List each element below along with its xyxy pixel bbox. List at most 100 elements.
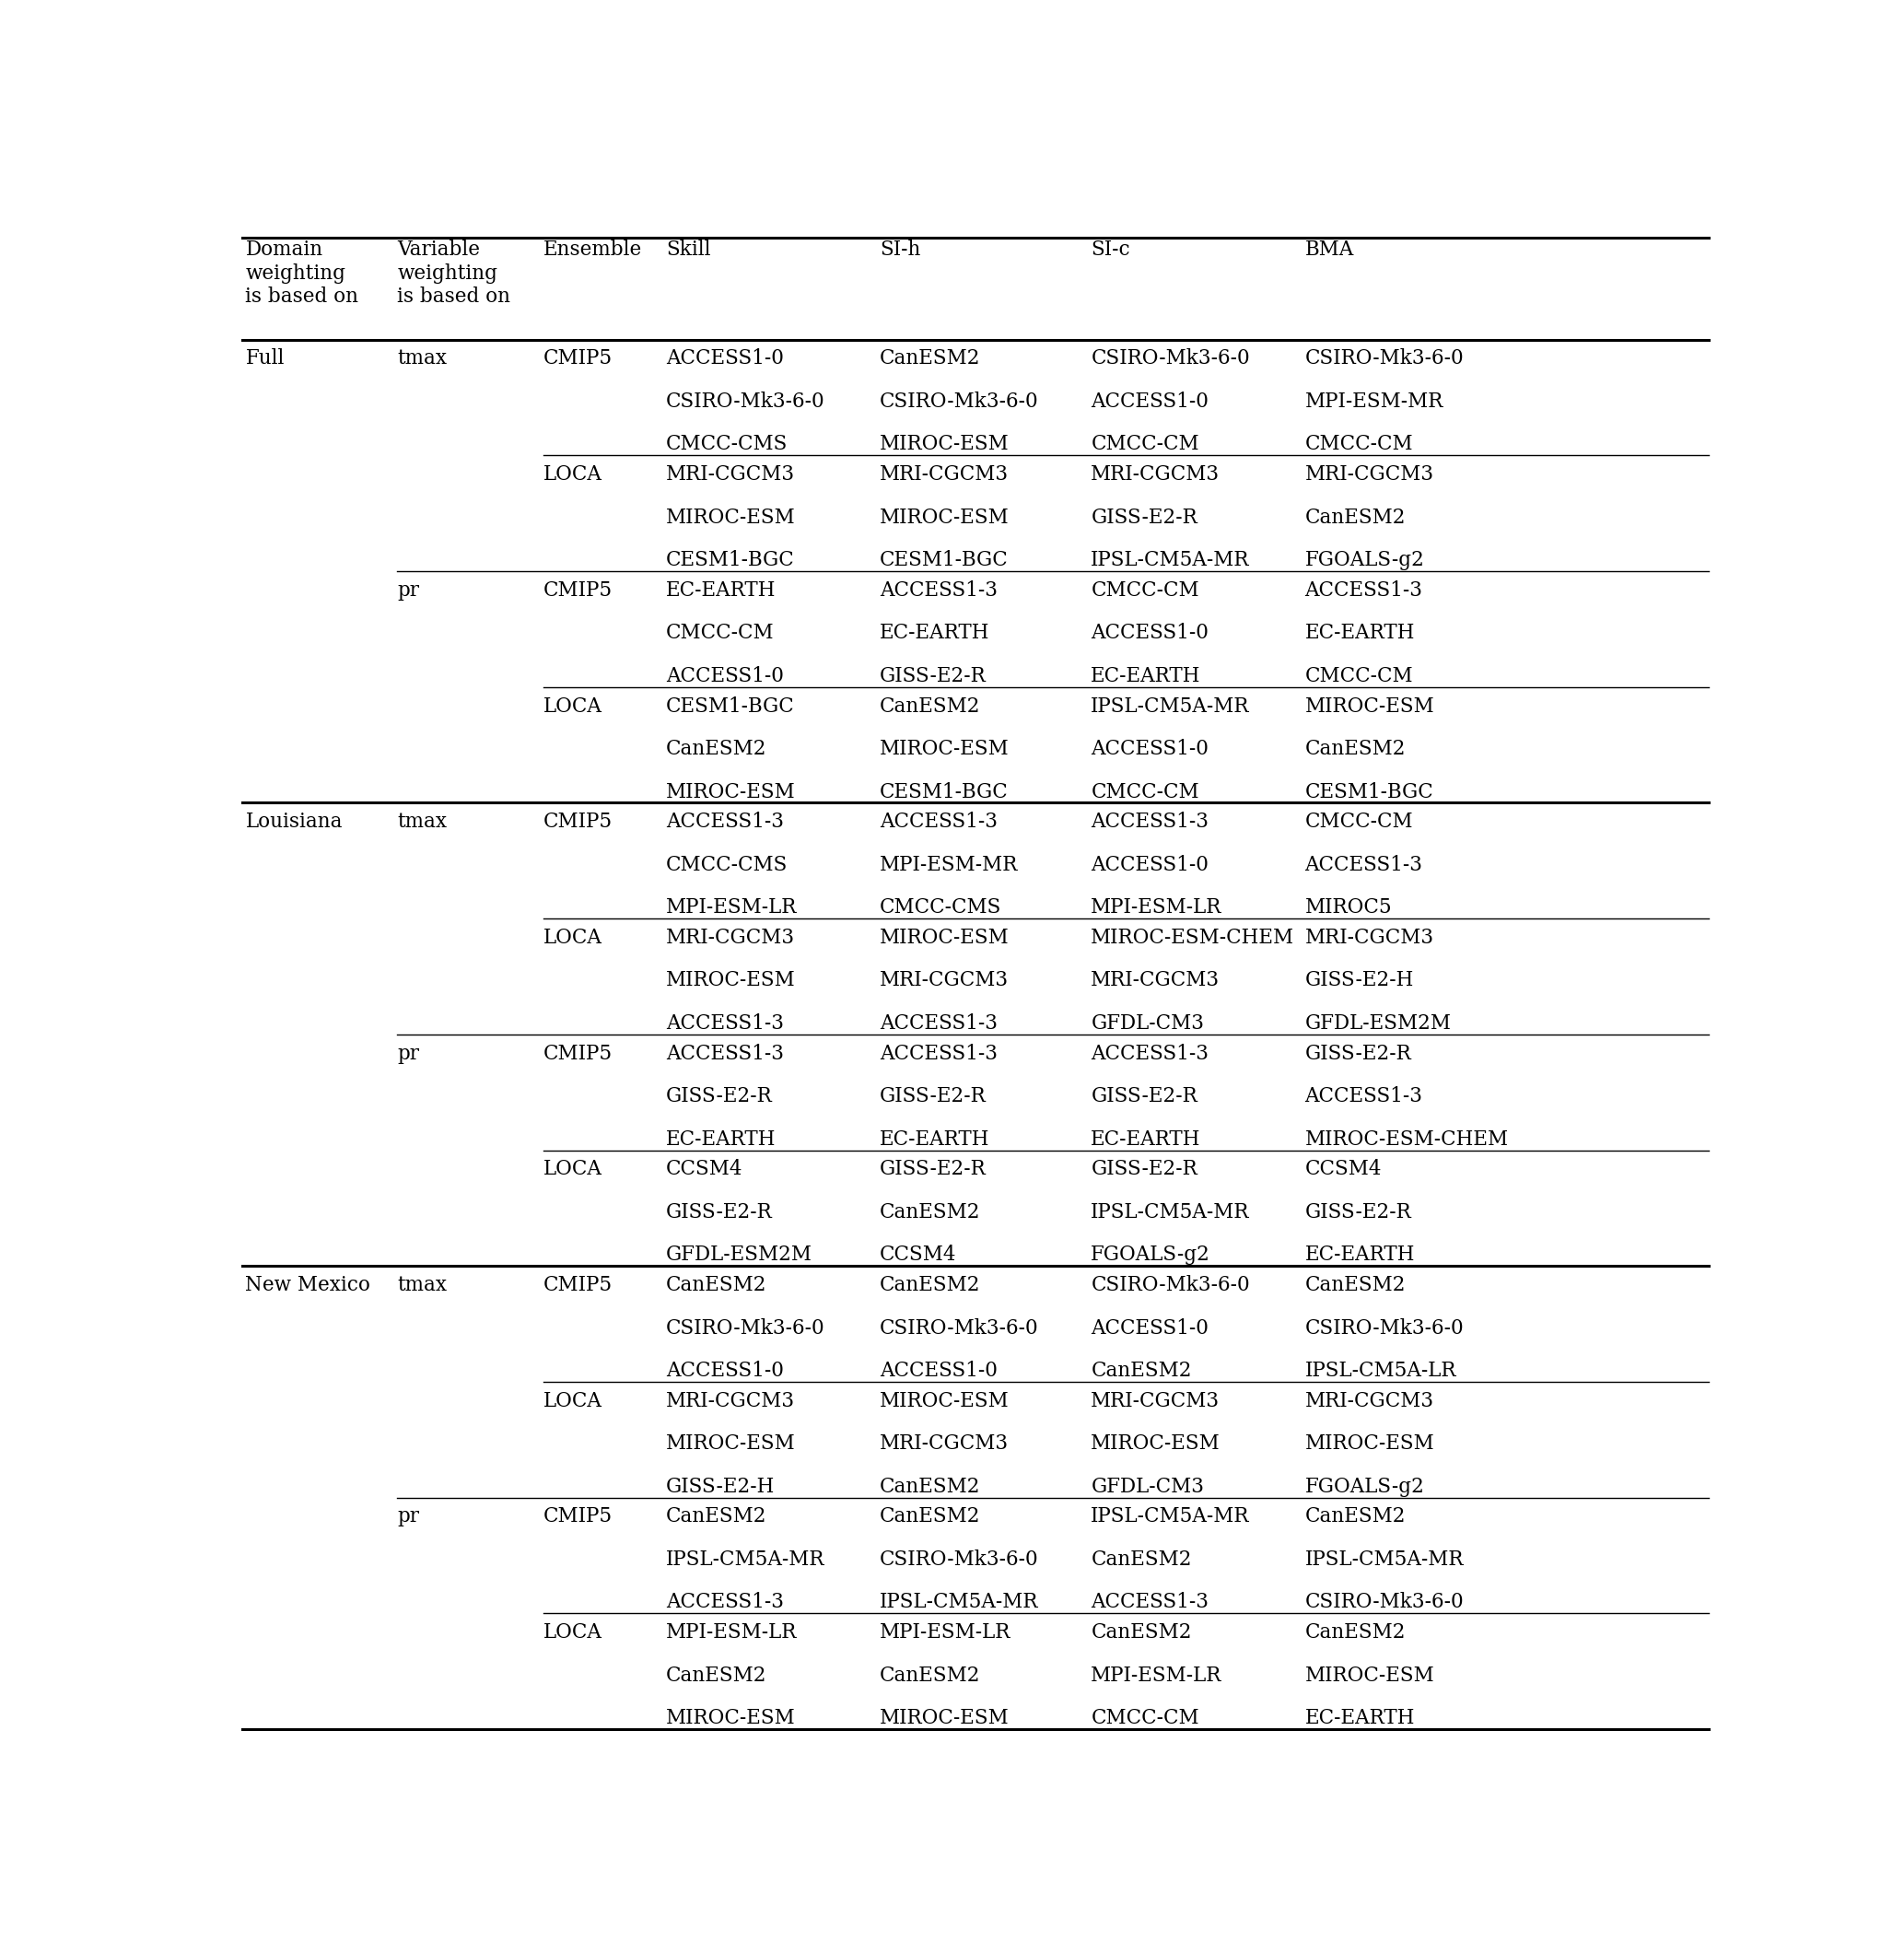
- Text: CCSM4: CCSM4: [880, 1244, 958, 1266]
- Text: CanESM2: CanESM2: [1091, 1623, 1192, 1642]
- Text: MIROC-ESM: MIROC-ESM: [1304, 1666, 1434, 1685]
- Text: MIROC-ESM: MIROC-ESM: [666, 1709, 796, 1728]
- Text: CanESM2: CanESM2: [1091, 1549, 1192, 1570]
- Text: MRI-CGCM3: MRI-CGCM3: [1091, 465, 1220, 484]
- Text: MPI-ESM-LR: MPI-ESM-LR: [666, 898, 798, 918]
- Text: GISS-E2-R: GISS-E2-R: [1304, 1043, 1411, 1064]
- Text: CSIRO-Mk3-6-0: CSIRO-Mk3-6-0: [880, 1549, 1040, 1570]
- Text: MRI-CGCM3: MRI-CGCM3: [1091, 971, 1220, 990]
- Text: ACCESS1-3: ACCESS1-3: [1304, 580, 1422, 600]
- Text: IPSL-CM5A-MR: IPSL-CM5A-MR: [1304, 1549, 1464, 1570]
- Text: CSIRO-Mk3-6-0: CSIRO-Mk3-6-0: [880, 391, 1040, 412]
- Text: EC-EARTH: EC-EARTH: [1091, 1129, 1201, 1150]
- Text: CSIRO-Mk3-6-0: CSIRO-Mk3-6-0: [666, 391, 824, 412]
- Text: CanESM2: CanESM2: [1304, 1623, 1405, 1642]
- Text: MIROC-ESM: MIROC-ESM: [880, 1391, 1009, 1412]
- Text: ACCESS1-0: ACCESS1-0: [666, 1361, 784, 1381]
- Text: ACCESS1-0: ACCESS1-0: [880, 1361, 998, 1381]
- Text: MRI-CGCM3: MRI-CGCM3: [666, 1391, 796, 1412]
- Text: pr: pr: [398, 1043, 419, 1064]
- Text: CanESM2: CanESM2: [666, 1275, 767, 1295]
- Text: tmax: tmax: [398, 350, 447, 369]
- Text: FGOALS-g2: FGOALS-g2: [1304, 551, 1424, 570]
- Text: CESM1-BGC: CESM1-BGC: [880, 551, 1009, 570]
- Text: GISS-E2-R: GISS-E2-R: [1091, 508, 1198, 527]
- Text: IPSL-CM5A-MR: IPSL-CM5A-MR: [1091, 1201, 1249, 1223]
- Text: CMCC-CM: CMCC-CM: [1304, 812, 1413, 832]
- Text: MIROC-ESM: MIROC-ESM: [1304, 695, 1434, 717]
- Text: CMCC-CM: CMCC-CM: [1304, 434, 1413, 455]
- Text: CESM1-BGC: CESM1-BGC: [666, 695, 794, 717]
- Text: MIROC-ESM: MIROC-ESM: [880, 928, 1009, 947]
- Text: MPI-ESM-LR: MPI-ESM-LR: [880, 1623, 1011, 1642]
- Text: IPSL-CM5A-MR: IPSL-CM5A-MR: [1091, 551, 1249, 570]
- Text: CSIRO-Mk3-6-0: CSIRO-Mk3-6-0: [1091, 1275, 1249, 1295]
- Text: pr: pr: [398, 1506, 419, 1527]
- Text: Domain
weighting
is based on: Domain weighting is based on: [246, 240, 358, 307]
- Text: CMIP5: CMIP5: [543, 1506, 613, 1527]
- Text: ACCESS1-0: ACCESS1-0: [1091, 623, 1209, 643]
- Text: MRI-CGCM3: MRI-CGCM3: [666, 928, 796, 947]
- Text: MRI-CGCM3: MRI-CGCM3: [880, 971, 1009, 990]
- Text: Full: Full: [246, 350, 284, 369]
- Text: LOCA: LOCA: [543, 1391, 602, 1412]
- Text: CMCC-CM: CMCC-CM: [666, 623, 775, 643]
- Text: ACCESS1-3: ACCESS1-3: [1091, 1592, 1209, 1613]
- Text: CMCC-CMS: CMCC-CMS: [666, 855, 788, 875]
- Text: GFDL-CM3: GFDL-CM3: [1091, 1476, 1203, 1496]
- Text: CMIP5: CMIP5: [543, 1275, 613, 1295]
- Text: GISS-E2-R: GISS-E2-R: [1304, 1201, 1411, 1223]
- Text: ACCESS1-3: ACCESS1-3: [1091, 812, 1209, 832]
- Text: ACCESS1-3: ACCESS1-3: [880, 580, 998, 600]
- Text: ACCESS1-0: ACCESS1-0: [1091, 1318, 1209, 1338]
- Text: IPSL-CM5A-MR: IPSL-CM5A-MR: [666, 1549, 824, 1570]
- Text: MPI-ESM-LR: MPI-ESM-LR: [666, 1623, 798, 1642]
- Text: CSIRO-Mk3-6-0: CSIRO-Mk3-6-0: [666, 1318, 824, 1338]
- Text: MIROC-ESM-CHEM: MIROC-ESM-CHEM: [1091, 928, 1295, 947]
- Text: LOCA: LOCA: [543, 1160, 602, 1180]
- Text: MIROC-ESM: MIROC-ESM: [666, 1434, 796, 1453]
- Text: SI-h: SI-h: [880, 240, 922, 260]
- Text: CanESM2: CanESM2: [880, 1275, 981, 1295]
- Text: CMIP5: CMIP5: [543, 580, 613, 600]
- Text: CMCC-CM: CMCC-CM: [1091, 580, 1200, 600]
- Text: FGOALS-g2: FGOALS-g2: [1091, 1244, 1211, 1266]
- Text: pr: pr: [398, 580, 419, 600]
- Text: MRI-CGCM3: MRI-CGCM3: [1091, 1391, 1220, 1412]
- Text: CMCC-CM: CMCC-CM: [1091, 434, 1200, 455]
- Text: ACCESS1-3: ACCESS1-3: [1091, 1043, 1209, 1064]
- Text: CCSM4: CCSM4: [666, 1160, 743, 1180]
- Text: CSIRO-Mk3-6-0: CSIRO-Mk3-6-0: [1304, 1318, 1464, 1338]
- Text: FGOALS-g2: FGOALS-g2: [1304, 1476, 1424, 1496]
- Text: EC-EARTH: EC-EARTH: [1304, 623, 1415, 643]
- Text: MIROC-ESM: MIROC-ESM: [880, 508, 1009, 527]
- Text: ACCESS1-0: ACCESS1-0: [1091, 391, 1209, 412]
- Text: CMIP5: CMIP5: [543, 1043, 613, 1064]
- Text: CanESM2: CanESM2: [880, 1476, 981, 1496]
- Text: EC-EARTH: EC-EARTH: [666, 580, 777, 600]
- Text: ACCESS1-3: ACCESS1-3: [666, 1043, 784, 1064]
- Text: GISS-E2-H: GISS-E2-H: [666, 1476, 775, 1496]
- Text: CESM1-BGC: CESM1-BGC: [880, 781, 1009, 803]
- Text: GISS-E2-R: GISS-E2-R: [1091, 1160, 1198, 1180]
- Text: ACCESS1-3: ACCESS1-3: [666, 1014, 784, 1033]
- Text: CanESM2: CanESM2: [1304, 1275, 1405, 1295]
- Text: CanESM2: CanESM2: [1304, 738, 1405, 760]
- Text: ACCESS1-3: ACCESS1-3: [1304, 855, 1422, 875]
- Text: CanESM2: CanESM2: [666, 738, 767, 760]
- Text: CanESM2: CanESM2: [880, 350, 981, 369]
- Text: MRI-CGCM3: MRI-CGCM3: [666, 465, 796, 484]
- Text: MRI-CGCM3: MRI-CGCM3: [1304, 928, 1434, 947]
- Text: BMA: BMA: [1304, 240, 1354, 260]
- Text: MPI-ESM-LR: MPI-ESM-LR: [1091, 898, 1222, 918]
- Text: GISS-E2-R: GISS-E2-R: [1091, 1086, 1198, 1107]
- Text: ACCESS1-0: ACCESS1-0: [666, 350, 784, 369]
- Text: LOCA: LOCA: [543, 695, 602, 717]
- Text: LOCA: LOCA: [543, 1623, 602, 1642]
- Text: SI-c: SI-c: [1091, 240, 1131, 260]
- Text: CanESM2: CanESM2: [880, 1201, 981, 1223]
- Text: MIROC-ESM: MIROC-ESM: [880, 1709, 1009, 1728]
- Text: MRI-CGCM3: MRI-CGCM3: [880, 1434, 1009, 1453]
- Text: Skill: Skill: [666, 240, 710, 260]
- Text: tmax: tmax: [398, 812, 447, 832]
